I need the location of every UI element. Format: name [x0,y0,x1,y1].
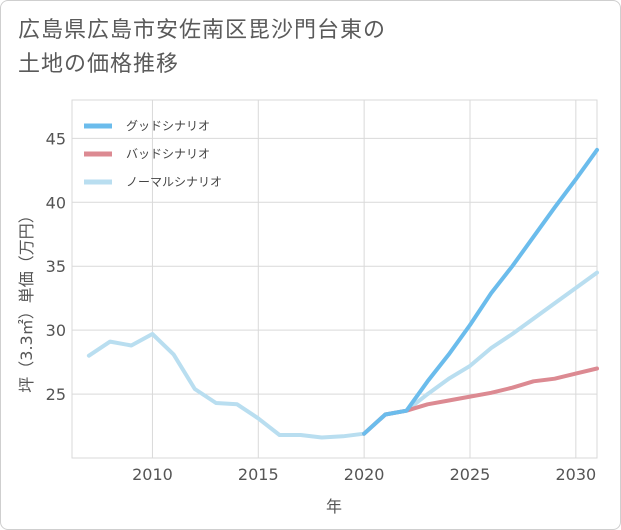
title-line-1: 広島県広島市安佐南区毘沙門台東の [18,18,387,43]
legend-label-1: バッドシナリオ [126,147,210,161]
y-tick-label: 40 [46,193,66,212]
series-line-2 [86,270,599,440]
x-tick-label: 2010 [132,465,173,484]
tick-labels: 2010 2015 2020 2025 2030 25 30 35 40 45 [46,129,597,484]
y-tick-label: 35 [46,257,66,276]
chart-title: 広島県広島市安佐南区毘沙門台東の 土地の価格推移 [18,14,386,82]
y-tick-label: 45 [46,129,66,148]
x-tick-label: 2020 [344,465,385,484]
grid-lines [72,100,597,458]
y-axis-label: 坪（3.3㎡）単価（万円） [17,207,36,392]
x-tick-label: 2025 [450,465,491,484]
title-line-2: 土地の価格推移 [18,52,180,77]
x-tick-label: 2015 [238,465,279,484]
x-axis-label: 年 [326,497,342,516]
y-tick-label: 25 [46,385,66,404]
y-tick-label: 30 [46,321,66,340]
plot-area [71,99,598,459]
legend-label-0: グッドシナリオ [126,119,210,133]
legend-label-2: ノーマルシナリオ [126,175,222,189]
series-layer [86,147,599,440]
x-tick-label: 2030 [555,465,596,484]
series-line-0 [362,147,599,436]
